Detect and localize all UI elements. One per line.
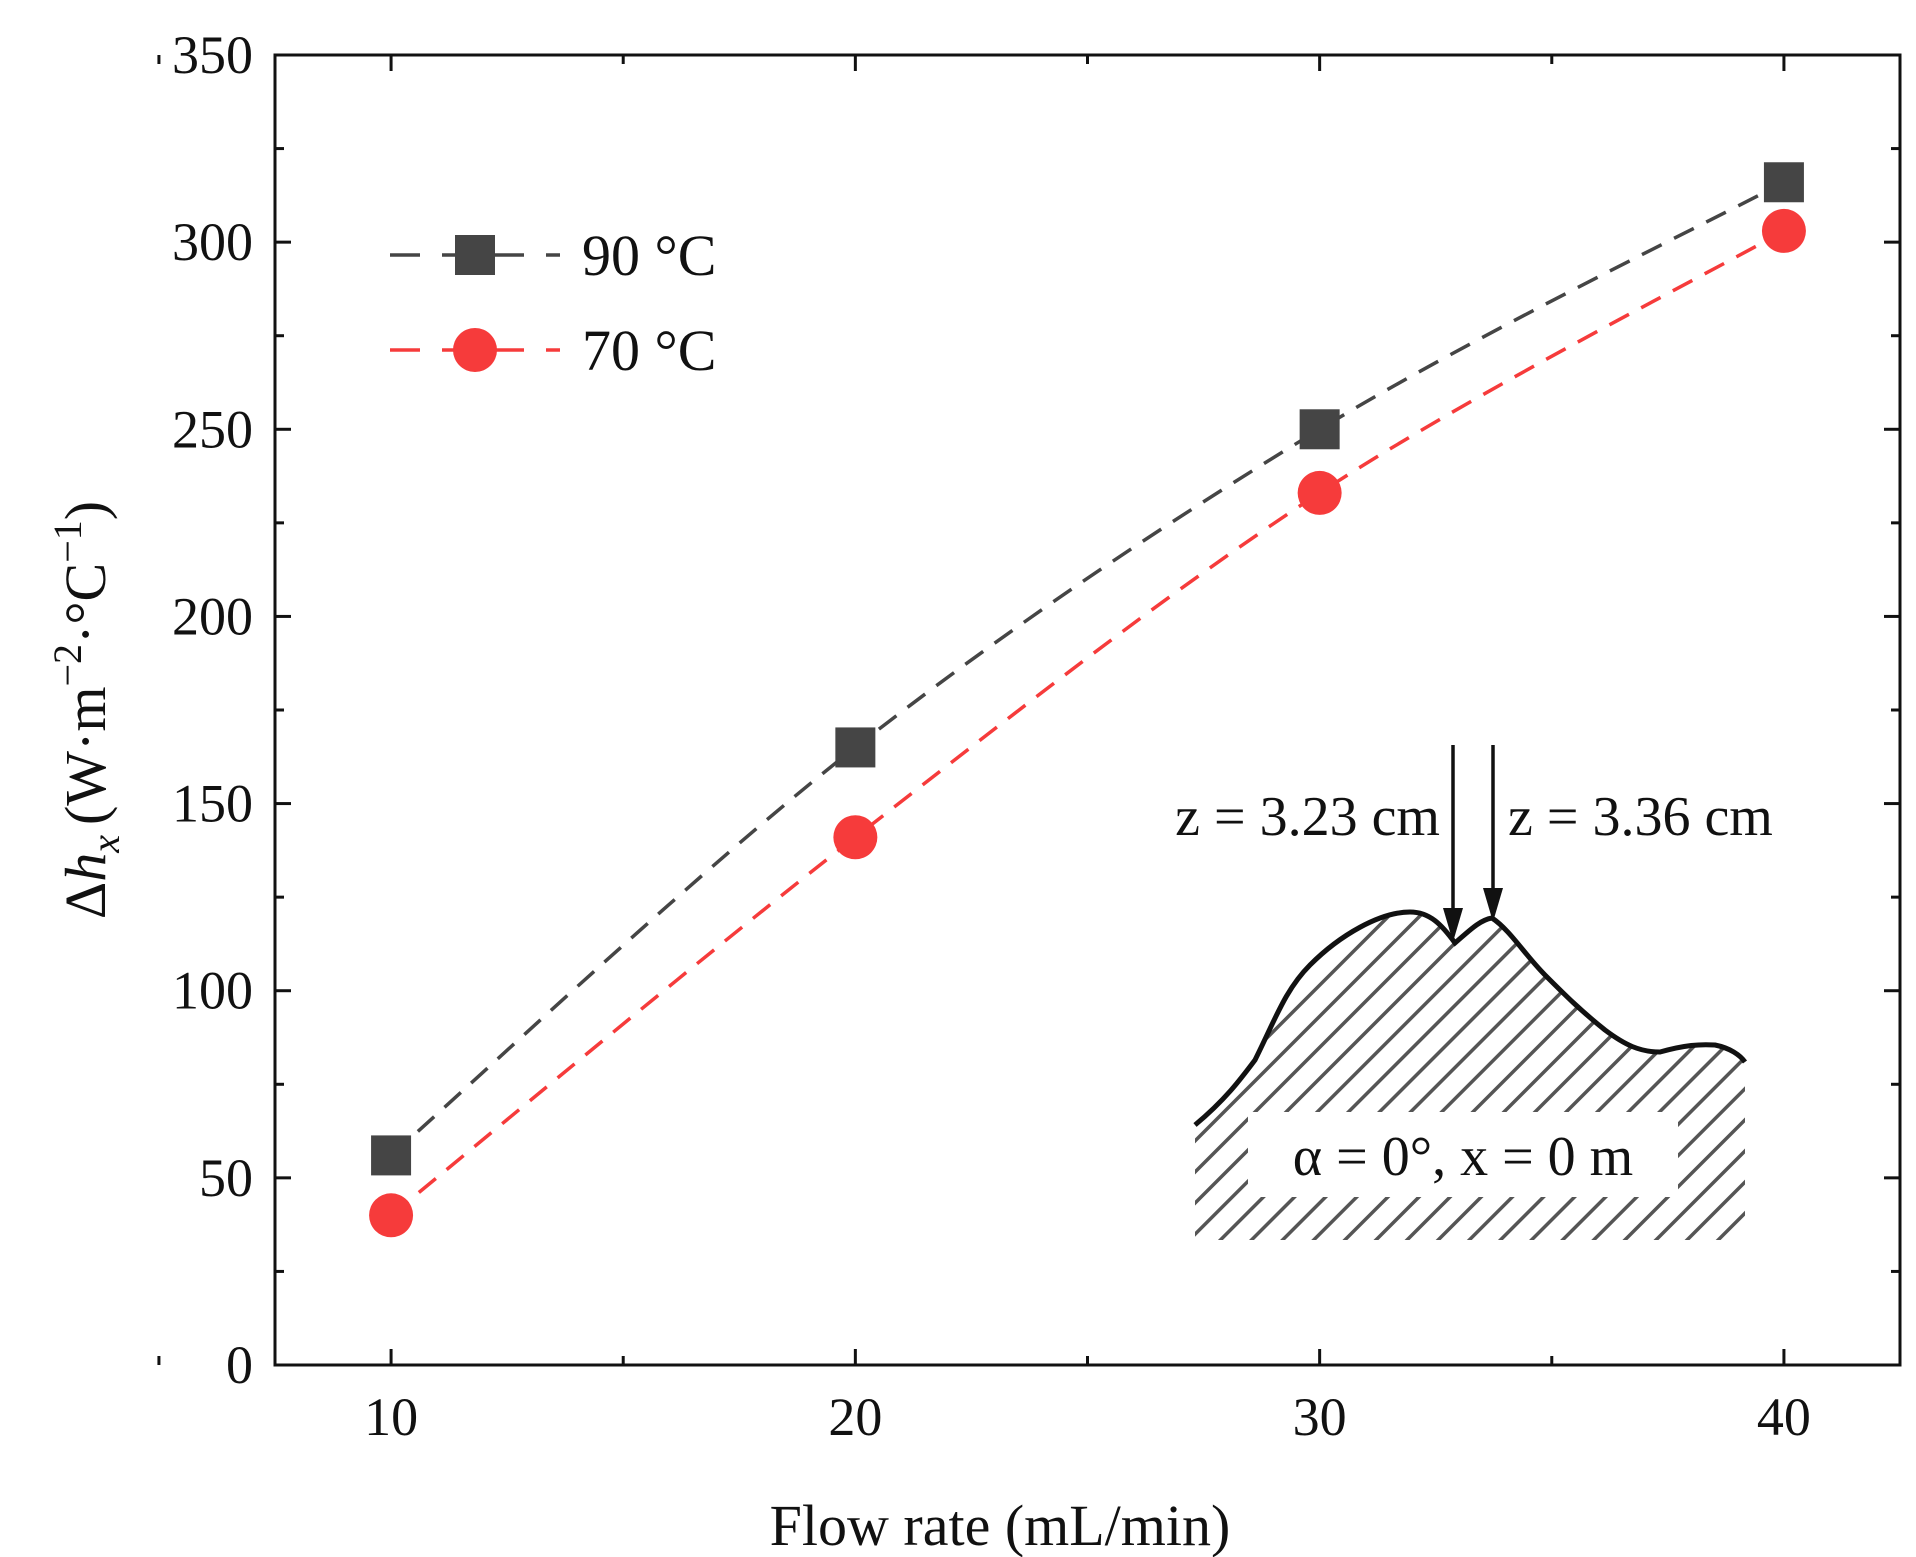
y-title-sub: x: [83, 835, 128, 854]
x-tick-label: 40: [1757, 1387, 1811, 1447]
y-axis-title: Δhx (W·m−2·°C−1): [45, 501, 128, 919]
x-axis-title: Flow rate (mL/min): [770, 1493, 1231, 1557]
x-tick-label: 10: [364, 1387, 418, 1447]
series-line-1: [389, 229, 1785, 1217]
inset-caption-box: [1248, 1112, 1678, 1197]
y-tick-label: 50: [199, 1148, 253, 1208]
legend-marker: [455, 235, 495, 275]
y-title-exp1: −2: [45, 644, 90, 687]
y-title-h: h: [53, 853, 118, 882]
data-point-series-1: [1761, 208, 1806, 253]
arrow-1-head: [1443, 908, 1463, 942]
inset-illustration: α = 0°, x = 0 m z = 3.23 cm z = 3.36 cm: [1175, 745, 1773, 1240]
legend-label: 70 °C: [582, 318, 716, 383]
x-tick-label: 20: [828, 1387, 882, 1447]
y-tick-label: 150: [172, 774, 253, 834]
inset-label-z2: z = 3.36 cm: [1508, 786, 1773, 848]
y-title-close: ): [53, 501, 118, 520]
data-point-series-0: [1299, 409, 1340, 450]
data-point-series-1: [1297, 470, 1342, 515]
y-tick-label: 350: [172, 25, 253, 85]
x-tick-label: 30: [1293, 1387, 1347, 1447]
arrow-2-head: [1483, 888, 1503, 922]
y-tick-label: 250: [172, 399, 253, 459]
y-tick-label: 300: [172, 212, 253, 272]
y-tick-label: 100: [172, 961, 253, 1021]
inset-label-z1: z = 3.23 cm: [1175, 786, 1440, 848]
data-point-series-1: [833, 815, 878, 860]
inset-caption: α = 0°, x = 0 m: [1293, 1126, 1633, 1188]
legend-label: 90 °C: [582, 223, 716, 288]
axis-ticks: [157, 53, 1900, 1365]
legend-marker: [453, 328, 497, 372]
inset-profile-outline: [1193, 909, 1748, 1127]
data-point-series-0: [371, 1135, 412, 1176]
y-tick-label: 200: [172, 586, 253, 646]
series-line-0: [389, 180, 1785, 1157]
y-title-mid: ·°C: [53, 563, 118, 644]
axis-tick-labels: 10 20 30 40 0 50 100 150 200 250 300 350: [172, 25, 1811, 1447]
legend: 90 °C 70 °C: [390, 223, 716, 383]
data-point-series-1: [369, 1193, 414, 1238]
series-group: [369, 162, 1806, 1238]
y-title-delta: Δ: [53, 882, 118, 919]
data-point-series-0: [835, 727, 876, 768]
y-title-exp2: −1: [45, 520, 90, 563]
y-tick-label: 0: [226, 1335, 253, 1395]
data-point-series-0: [1763, 162, 1804, 203]
y-title-unit: (W·m: [53, 687, 118, 826]
